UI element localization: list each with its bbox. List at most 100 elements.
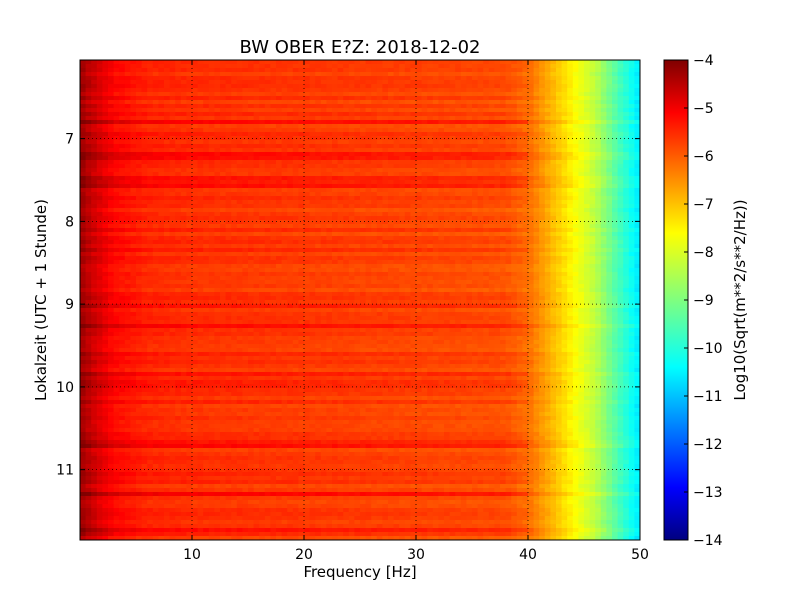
heatmap-cell — [393, 172, 400, 177]
heatmap-cell — [371, 136, 378, 141]
heatmap-cell — [455, 128, 462, 133]
heatmap-cell — [315, 168, 322, 173]
heatmap-cell — [584, 176, 591, 181]
heatmap-cell — [108, 220, 115, 225]
heatmap-cell — [371, 252, 378, 257]
heatmap-cell — [141, 164, 148, 169]
heatmap-cell — [623, 144, 630, 149]
heatmap-cell — [404, 232, 411, 237]
heatmap-cell — [175, 76, 182, 81]
heatmap-cell — [348, 180, 355, 185]
heatmap-cell — [343, 224, 350, 229]
heatmap-cell — [628, 80, 635, 85]
heatmap-cell — [276, 236, 283, 241]
heatmap-cell — [85, 160, 92, 165]
heatmap-cell — [348, 116, 355, 121]
heatmap-cell — [225, 84, 232, 89]
heatmap-cell — [572, 248, 579, 253]
heatmap-cell — [203, 84, 210, 89]
heatmap-cell — [332, 208, 339, 213]
heatmap-cell — [152, 252, 159, 257]
heatmap-cell — [505, 248, 512, 253]
heatmap-cell — [348, 200, 355, 205]
heatmap-cell — [466, 92, 473, 97]
heatmap-cell — [208, 172, 215, 177]
heatmap-cell — [449, 232, 456, 237]
heatmap-cell — [354, 132, 361, 137]
heatmap-cell — [589, 80, 596, 85]
heatmap-cell — [455, 64, 462, 69]
heatmap-cell — [332, 120, 339, 125]
heatmap-cell — [606, 184, 613, 189]
heatmap-cell — [119, 228, 126, 233]
heatmap-cell — [522, 200, 529, 205]
heatmap-cell — [572, 64, 579, 69]
heatmap-cell — [516, 212, 523, 217]
heatmap-cell — [298, 216, 305, 221]
heatmap-cell — [483, 152, 490, 157]
heatmap-cell — [348, 76, 355, 81]
heatmap-cell — [544, 80, 551, 85]
heatmap-cell — [119, 68, 126, 73]
heatmap-cell — [248, 160, 255, 165]
heatmap-cell — [500, 92, 507, 97]
heatmap-cell — [533, 252, 540, 257]
heatmap-cell — [505, 244, 512, 249]
heatmap-cell — [304, 184, 311, 189]
heatmap-cell — [572, 108, 579, 113]
heatmap-cell — [102, 100, 109, 105]
heatmap-cell — [158, 160, 165, 165]
heatmap-cell — [147, 76, 154, 81]
heatmap-cell — [505, 176, 512, 181]
heatmap-cell — [449, 72, 456, 77]
heatmap-cell — [214, 88, 221, 93]
heatmap-cell — [141, 100, 148, 105]
heatmap-cell — [556, 228, 563, 233]
heatmap-cell — [623, 168, 630, 173]
heatmap-cell — [136, 180, 143, 185]
heatmap-cell — [455, 200, 462, 205]
heatmap-cell — [371, 184, 378, 189]
heatmap-cell — [354, 188, 361, 193]
heatmap-cell — [466, 184, 473, 189]
heatmap-cell — [175, 248, 182, 253]
heatmap-cell — [572, 148, 579, 153]
heatmap-cell — [623, 68, 630, 73]
heatmap-cell — [550, 152, 557, 157]
heatmap-cell — [388, 200, 395, 205]
heatmap-cell — [444, 60, 451, 65]
heatmap-cell — [589, 224, 596, 229]
heatmap-cell — [623, 152, 630, 157]
heatmap-cell — [382, 116, 389, 121]
heatmap-cell — [180, 116, 187, 121]
heatmap-cell — [606, 244, 613, 249]
heatmap-cell — [248, 204, 255, 209]
heatmap-cell — [102, 136, 109, 141]
heatmap-cell — [444, 92, 451, 97]
heatmap-cell — [203, 236, 210, 241]
heatmap-cell — [337, 180, 344, 185]
heatmap-cell — [270, 252, 277, 257]
heatmap-cell — [427, 208, 434, 213]
heatmap-cell — [617, 168, 624, 173]
heatmap-cell — [393, 200, 400, 205]
heatmap-cell — [354, 156, 361, 161]
heatmap-cell — [91, 204, 98, 209]
heatmap-cell — [505, 72, 512, 77]
heatmap-cell — [208, 204, 215, 209]
heatmap-cell — [292, 100, 299, 105]
heatmap-cell — [287, 224, 294, 229]
heatmap-cell — [248, 60, 255, 65]
heatmap-cell — [113, 252, 120, 257]
heatmap-cell — [410, 140, 417, 145]
heatmap-cell — [572, 132, 579, 137]
heatmap-cell — [382, 84, 389, 89]
heatmap-cell — [449, 84, 456, 89]
heatmap-cell — [589, 96, 596, 101]
heatmap-cell — [208, 248, 215, 253]
heatmap-cell — [382, 144, 389, 149]
heatmap-cell — [472, 136, 479, 141]
heatmap-cell — [376, 184, 383, 189]
heatmap-cell — [539, 172, 546, 177]
heatmap-cell — [488, 184, 495, 189]
